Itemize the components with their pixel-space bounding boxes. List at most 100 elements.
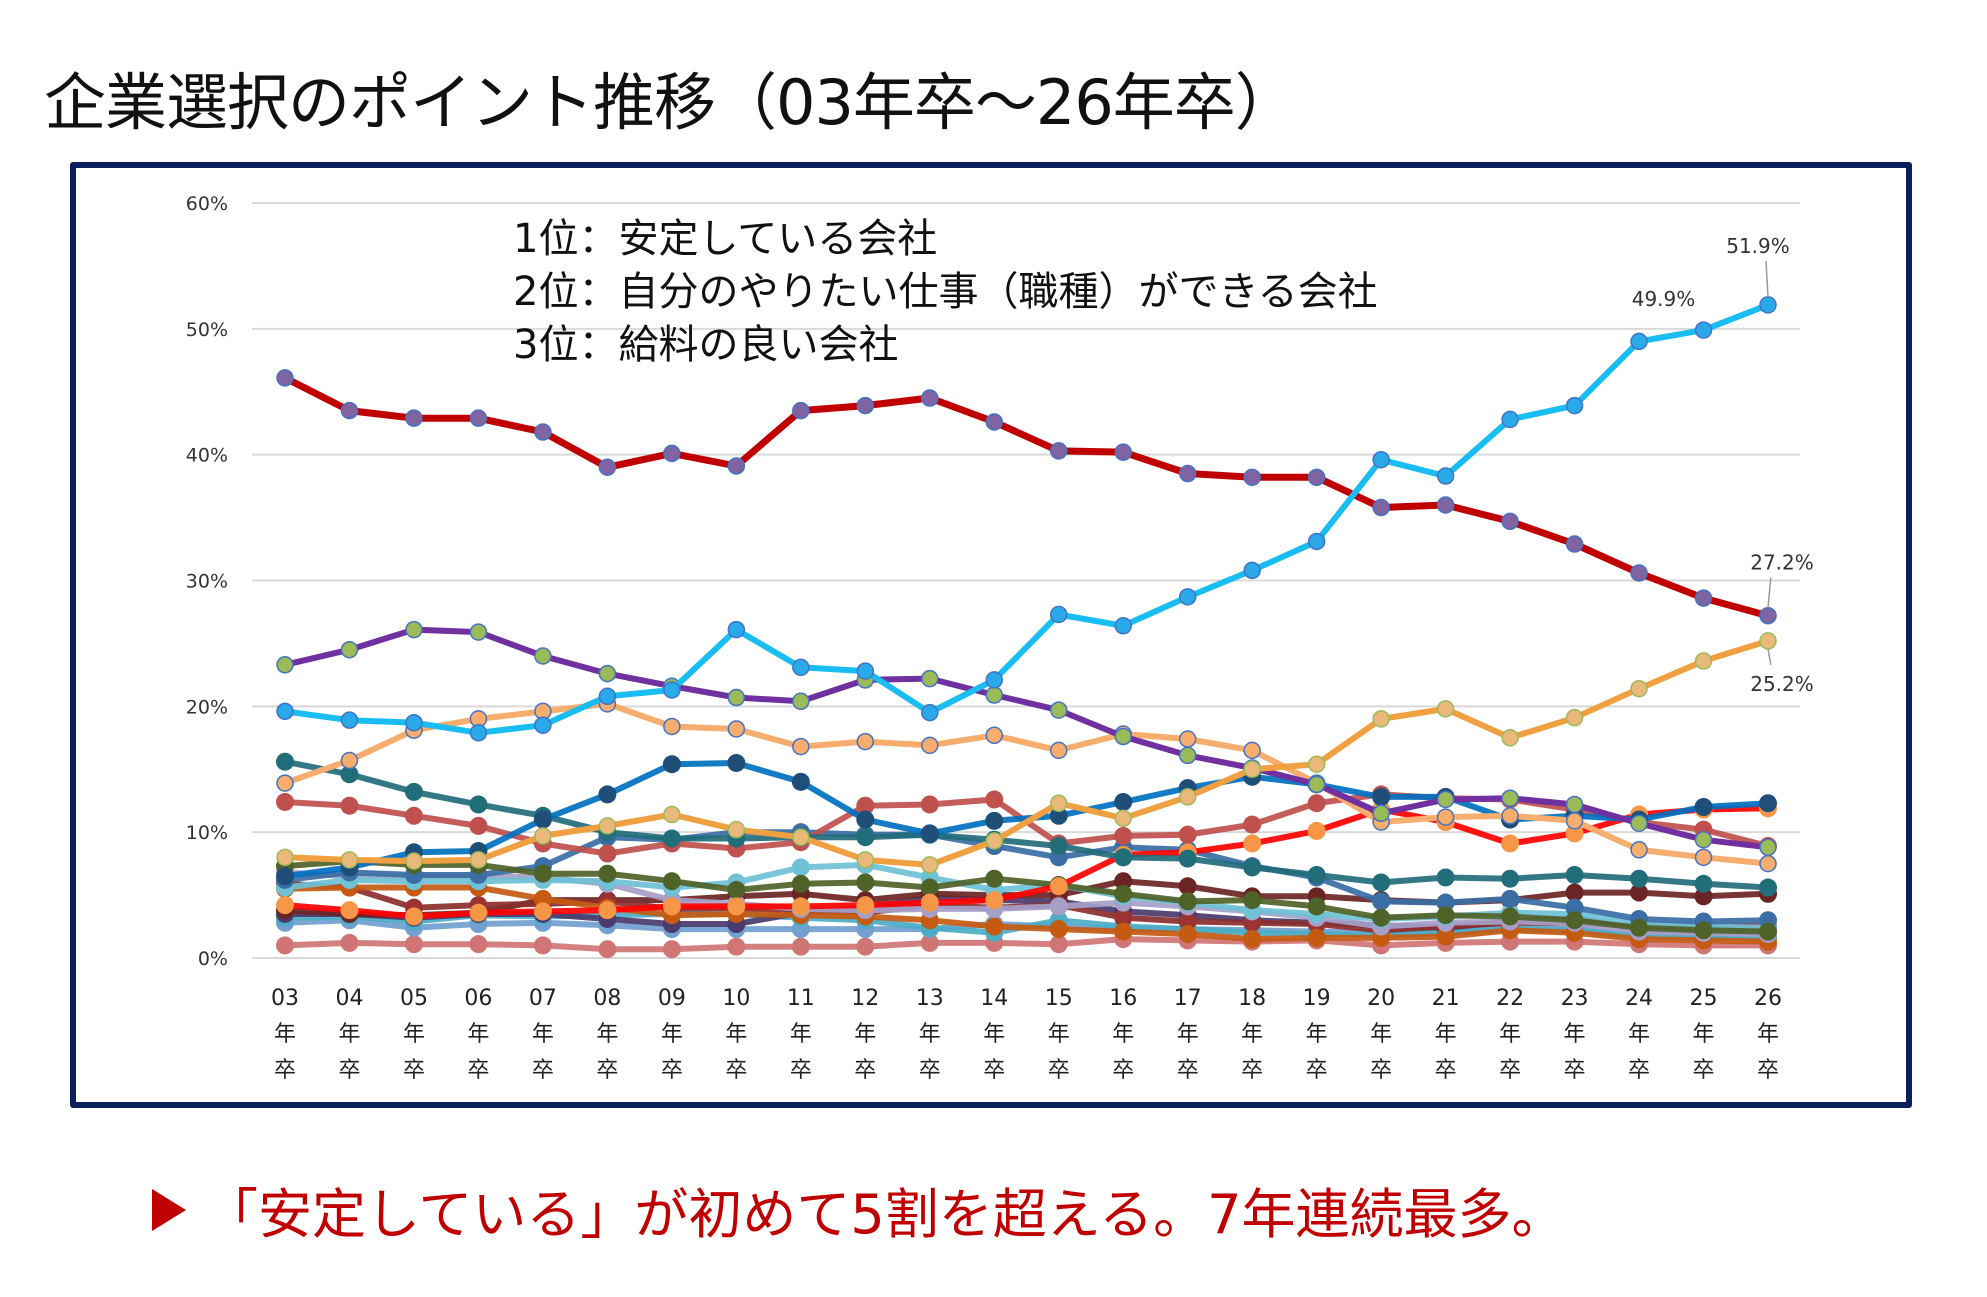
data-labels: 51.9% 49.9% 27.2% 25.2%	[1632, 234, 1814, 696]
ranking-annotation: 1位：安定している会社 2位：自分のやりたい仕事（職種）ができる会社 3位：給料…	[513, 213, 1378, 372]
series-4	[276, 620, 1777, 857]
rank-2-text: 2位：自分のやりたい仕事（職種）ができる会社	[513, 269, 1378, 315]
x-tick-text: 卒	[532, 1058, 554, 1083]
data-point	[856, 732, 875, 751]
leader-line	[1767, 648, 1772, 666]
x-tick-label: 21 年卒	[1432, 986, 1460, 1083]
data-point	[920, 933, 939, 952]
data-point	[533, 810, 552, 829]
data-point	[1630, 883, 1649, 902]
data-point	[1694, 798, 1713, 816]
data-point	[533, 902, 552, 921]
data-point	[1436, 467, 1455, 485]
data-point	[1114, 727, 1132, 746]
data-point	[662, 872, 681, 891]
x-tick-text: 15	[1045, 986, 1073, 1011]
x-tick-label: 17 年卒	[1174, 986, 1202, 1083]
rank-1-text: 1位：安定している会社	[513, 216, 938, 262]
x-tick-text: 年	[1693, 1022, 1715, 1047]
series-line	[282, 861, 1771, 931]
x-tick-text: 卒	[661, 1058, 683, 1083]
data-point	[792, 692, 810, 711]
data-point	[469, 409, 488, 427]
data-point	[1501, 410, 1519, 429]
data-point	[1436, 893, 1455, 912]
data-point	[727, 881, 746, 900]
data-point	[920, 824, 939, 843]
data-point	[663, 805, 681, 824]
data-point	[1049, 806, 1068, 825]
data-point	[1694, 921, 1713, 940]
x-tick-text: 年	[790, 1022, 812, 1047]
data-point	[920, 893, 939, 912]
data-point	[1049, 442, 1068, 460]
data-point	[534, 716, 552, 734]
series-line	[282, 858, 1771, 935]
x-tick-label: 26 年卒	[1754, 986, 1782, 1083]
data-point	[1372, 787, 1391, 806]
data-point	[856, 810, 875, 829]
x-tick-text: 04	[335, 986, 363, 1011]
x-tick-text: 卒	[403, 1058, 425, 1083]
data-point	[1178, 588, 1197, 606]
data-point	[1243, 834, 1262, 853]
data-point	[1501, 834, 1520, 853]
data-point	[534, 827, 552, 845]
data-point	[1501, 869, 1520, 888]
x-tick-text: 年	[983, 1022, 1005, 1047]
x-tick-text: 年	[725, 1022, 747, 1047]
x-tick-text: 年	[1435, 1022, 1457, 1047]
x-tick-text: 卒	[1306, 1058, 1328, 1083]
data-point	[598, 687, 617, 706]
data-point	[1114, 908, 1133, 927]
y-tick-label: 60%	[186, 193, 228, 215]
y-tick-label: 40%	[186, 445, 228, 467]
y-axis: 0% 10% 20% 30% 40% 50% 60%	[186, 193, 228, 970]
x-tick-label: 03 年卒	[271, 986, 299, 1083]
data-point	[469, 795, 488, 814]
data-point	[1049, 935, 1068, 954]
data-point	[1565, 824, 1584, 843]
data-point	[1243, 858, 1262, 877]
x-tick-text: 卒	[274, 1058, 296, 1083]
data-point	[985, 790, 1004, 809]
data-point	[469, 816, 488, 835]
x-tick-label: 20 年卒	[1367, 986, 1395, 1083]
data-point	[1436, 906, 1455, 925]
data-point	[1436, 790, 1455, 809]
data-point	[405, 713, 423, 732]
data-point	[1501, 889, 1520, 908]
data-point	[727, 753, 746, 772]
data-point	[1630, 841, 1648, 859]
data-point	[1759, 296, 1777, 314]
data-point	[663, 444, 681, 463]
data-point	[340, 711, 359, 729]
data-point	[921, 703, 939, 722]
data-point	[985, 869, 1004, 888]
x-tick-text: 卒	[1628, 1058, 1650, 1083]
x-tick-text: 年	[1499, 1022, 1521, 1047]
x-tick-text: 13	[916, 986, 944, 1011]
data-point	[921, 669, 939, 688]
x-tick-label: 25 年卒	[1690, 986, 1718, 1083]
data-point	[1372, 908, 1391, 927]
data-point	[1759, 606, 1777, 625]
x-tick-text: 年	[1241, 1022, 1263, 1047]
data-point	[1114, 884, 1133, 903]
data-point	[340, 796, 359, 815]
x-tick-text: 年	[1757, 1022, 1779, 1047]
data-point	[1178, 877, 1197, 896]
x-tick-text: 年	[274, 1022, 296, 1047]
x-tick-label: 24 年卒	[1625, 986, 1653, 1083]
series-2	[276, 369, 1777, 625]
data-point	[1565, 795, 1584, 814]
data-point	[1436, 496, 1455, 514]
data-point	[727, 620, 746, 639]
x-tick-text: 17	[1174, 986, 1202, 1011]
data-point	[1565, 865, 1584, 884]
data-point	[727, 937, 746, 956]
data-point	[791, 874, 810, 893]
x-tick-text: 年	[338, 1022, 360, 1047]
triangle-bullet-icon	[152, 1188, 186, 1231]
x-tick-text: 年	[1177, 1022, 1199, 1047]
